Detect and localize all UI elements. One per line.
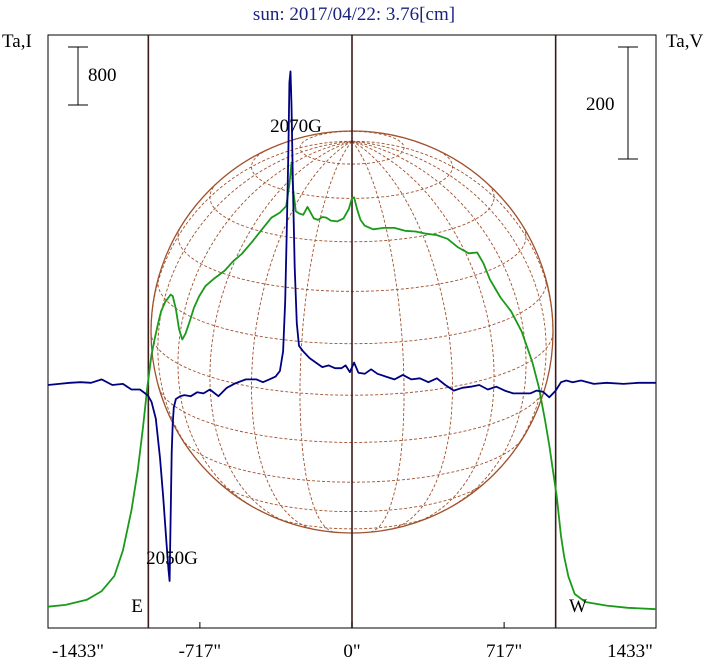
chart-title: sun: 2017/04/22: 3.76[cm] (253, 4, 455, 25)
scale-bar-left (68, 46, 88, 106)
x-axis: -1433" -717" 0" 717" 1433" (47, 622, 657, 662)
x-tick-label: 717" (486, 641, 522, 662)
annotations: 2070G 2050G E W (131, 116, 587, 617)
sun-longitude-line (251, 140, 353, 531)
sun-longitude-line (150, 140, 353, 333)
sun-latitude-line (299, 130, 405, 165)
x-tick-label: -717" (179, 641, 222, 662)
y-axis-label-left: Ta,I (2, 31, 32, 52)
annotation-2070g: 2070G (270, 116, 322, 137)
y-axis-label-right: Ta,V (666, 31, 703, 52)
sun-longitude-line (209, 140, 353, 523)
data-series (47, 70, 657, 611)
sun-longitude-line (299, 140, 353, 533)
scale-label-right: 200 (586, 94, 615, 115)
sun-longitude-line (351, 140, 547, 458)
series-line-V (47, 70, 656, 582)
sun-longitude-line (351, 140, 405, 533)
annotation-2050g: 2050G (146, 548, 198, 569)
east-limb-label: E (131, 596, 143, 617)
x-tick-label: 1433" (607, 641, 653, 662)
series-line-I (47, 161, 657, 611)
sun-latitude-line (181, 438, 523, 483)
sun-longitude-line (351, 140, 554, 333)
sun-longitude-line (177, 140, 353, 506)
scale-bar-right (618, 46, 638, 160)
sun-longitude-line (351, 140, 495, 523)
scale-label-left: 800 (88, 65, 117, 86)
disk-limb-guides (147, 35, 557, 628)
x-tick-label: -1433" (52, 641, 104, 662)
sun-longitude-line (351, 140, 527, 506)
x-tick-label: 0" (343, 641, 360, 662)
west-limb-label: W (569, 596, 587, 617)
sun-longitude-line (157, 140, 353, 458)
